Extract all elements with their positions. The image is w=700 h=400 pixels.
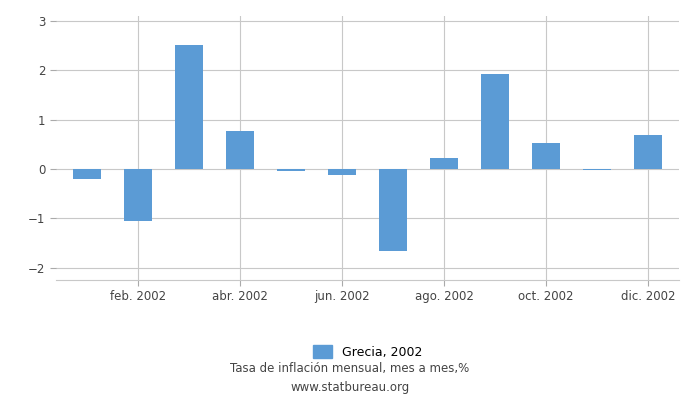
- Text: Tasa de inflación mensual, mes a mes,%
www.statbureau.org: Tasa de inflación mensual, mes a mes,% w…: [230, 362, 470, 394]
- Bar: [277, 169, 305, 172]
- Bar: [634, 136, 662, 169]
- Bar: [124, 169, 152, 221]
- Bar: [532, 143, 560, 169]
- Bar: [328, 169, 356, 175]
- Legend: Grecia, 2002: Grecia, 2002: [307, 339, 428, 365]
- Bar: [226, 131, 254, 169]
- Bar: [175, 45, 203, 169]
- Bar: [481, 74, 509, 169]
- Bar: [73, 169, 101, 179]
- Bar: [583, 169, 611, 170]
- Bar: [430, 158, 458, 169]
- Bar: [379, 169, 407, 251]
